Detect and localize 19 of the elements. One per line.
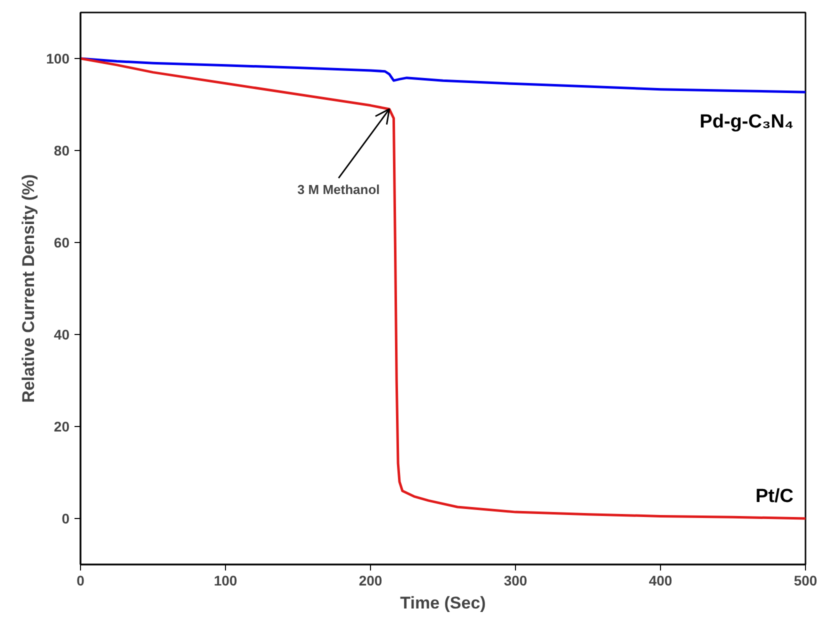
x-tick-label: 200 — [358, 572, 382, 588]
y-axis-title: Relative Current Density (%) — [19, 174, 38, 403]
y-tick-label: 0 — [62, 510, 70, 526]
y-tick-label: 60 — [54, 234, 70, 250]
y-tick-label: 40 — [54, 326, 70, 342]
x-tick-label: 400 — [648, 572, 672, 588]
x-tick-label: 100 — [214, 572, 238, 588]
x-axis-title: Time (Sec) — [400, 594, 486, 612]
x-tick-label: 500 — [794, 572, 818, 588]
y-tick-label: 100 — [46, 50, 70, 66]
line-series — [80, 57, 806, 94]
line-series — [80, 57, 806, 520]
annotation: 3 M Methanol — [297, 182, 380, 198]
y-tick-label: 20 — [54, 418, 70, 434]
series-label: Pt/C — [756, 486, 794, 507]
x-tick-label: 0 — [76, 572, 85, 588]
series-label: Pd-g-C₃N₄ — [700, 112, 794, 133]
y-tick-label: 80 — [54, 142, 70, 158]
x-tick-label: 300 — [504, 572, 528, 588]
